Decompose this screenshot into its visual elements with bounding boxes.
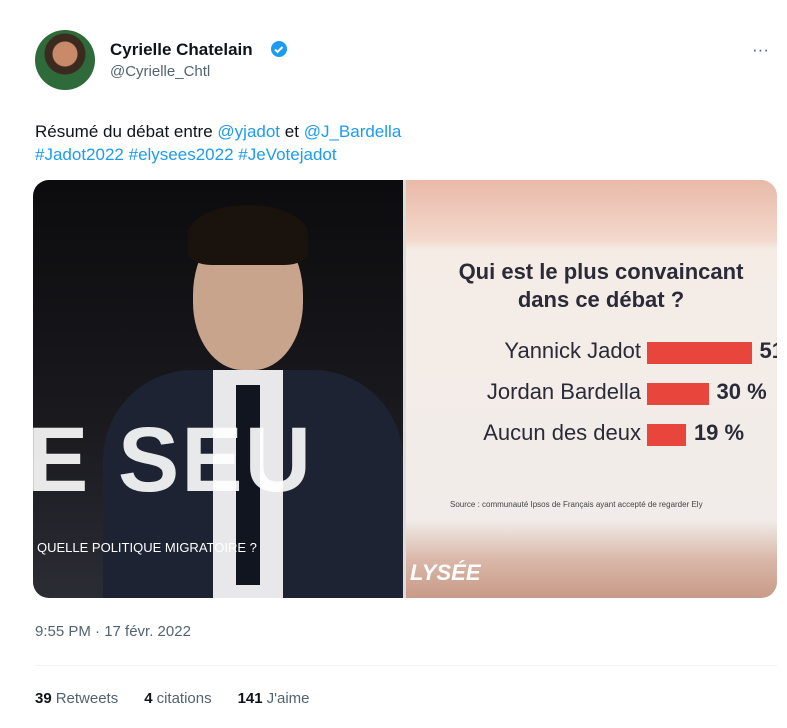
stat-count: 4 <box>144 690 153 707</box>
hashtag[interactable]: #Jadot2022 <box>35 145 124 164</box>
poll-panel: Qui est le plus convaincant dans ce déba… <box>406 180 777 598</box>
tie <box>236 385 260 585</box>
mention[interactable]: @yjadot <box>217 122 281 141</box>
stat[interactable]: 141 J'aime <box>238 690 310 707</box>
stat-label: citations <box>156 690 212 707</box>
category-label: Yannick Jadot <box>504 338 641 363</box>
mention[interactable]: @J_Bardella <box>303 122 402 141</box>
tweet-text: Résumé du débat entre @yjadot et @J_Bard… <box>35 120 755 166</box>
stat[interactable]: 39 Retweets <box>35 690 118 707</box>
author-name[interactable]: Cyrielle Chatelain <box>110 40 253 59</box>
stat[interactable]: 4 citations <box>144 690 211 707</box>
stat-count: 141 <box>237 690 263 707</box>
value-label: 51 % <box>759 338 777 363</box>
channel-logo: LYSÉE <box>410 560 481 585</box>
stat-count: 39 <box>35 690 52 707</box>
source-note: Source : communauté Ipsos de Français ay… <box>450 500 703 509</box>
hashtag[interactable]: #elysees2022 <box>128 145 234 164</box>
author-handle[interactable]: @Cyrielle_Chtl <box>110 63 211 80</box>
media[interactable]: E SEU QUELLE POLITIQUE MIGRATOIRE ? Qui … <box>33 180 777 598</box>
text: Résumé du débat entre <box>35 122 213 141</box>
timestamp[interactable]: 9:55 PM · 17 févr. 2022 <box>35 623 191 640</box>
text: et <box>284 122 299 141</box>
photo: E SEU QUELLE POLITIQUE MIGRATOIRE ? <box>33 180 403 598</box>
bar <box>647 383 709 405</box>
person-hair <box>188 205 308 265</box>
value-label: 30 % <box>716 379 767 404</box>
poll-title: Qui est le plus convaincant dans ce déba… <box>458 259 744 312</box>
value-label: 19 % <box>693 420 745 445</box>
more-menu[interactable]: ··· <box>752 40 769 59</box>
category-label: Aucun des deux <box>483 420 641 445</box>
stat-label: J'aime <box>266 690 310 707</box>
avatar[interactable] <box>35 30 95 90</box>
bar <box>647 424 686 446</box>
photo-caption: QUELLE POLITIQUE MIGRATOIRE ? <box>37 540 257 555</box>
stats: 39 Retweets 4 citations 141 J'aime <box>35 690 336 707</box>
stat-label: Retweets <box>55 690 119 707</box>
category-label: Jordan Bardella <box>486 379 641 404</box>
hashtag[interactable]: #JeVotejadot <box>238 145 337 164</box>
divider <box>35 665 777 666</box>
poll-chart: Qui est le plus convaincant dans ce déba… <box>406 180 777 598</box>
photo-overlay: E SEU <box>33 409 314 511</box>
verified-badge <box>271 41 287 57</box>
bar <box>647 342 752 364</box>
